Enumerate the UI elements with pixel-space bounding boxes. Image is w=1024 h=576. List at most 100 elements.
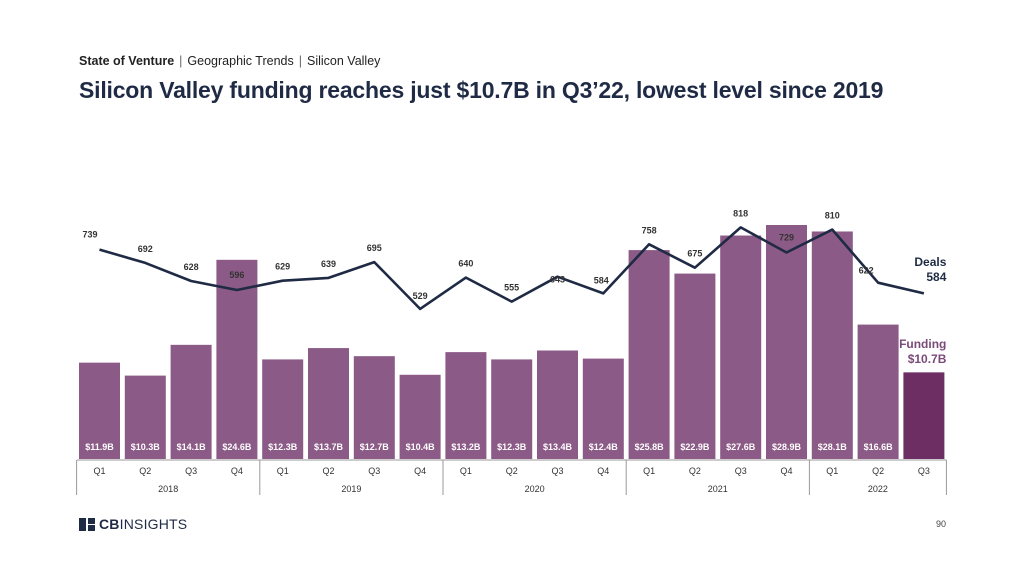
deals-value-label: 695 (367, 243, 382, 253)
quarter-tick-label: Q3 (551, 466, 563, 476)
quarter-tick-label: Q4 (780, 466, 792, 476)
funding-value-label: $25.8B (635, 442, 665, 452)
funding-bar (857, 324, 899, 459)
funding-value-label: $24.6B (222, 442, 252, 452)
funding-bar (537, 350, 578, 459)
deals-value-label: 758 (642, 225, 657, 235)
quarter-tick-label: Q3 (918, 466, 930, 476)
quarter-tick-label: Q2 (872, 466, 884, 476)
deals-line-path (99, 226, 925, 311)
page-title: Silicon Valley funding reaches just $10.… (79, 77, 884, 103)
breadcrumb: State of Venture | Geographic Trends | Silic… (79, 54, 380, 68)
year-label: 2020 (525, 484, 545, 494)
logo-text: CBINSIGHTS (99, 516, 187, 532)
breadcrumb-separator: | (179, 54, 183, 68)
deals-value-label: 739 (82, 230, 97, 240)
funding-value-label: $13.4B (543, 442, 573, 452)
logo-text-bold: CB (99, 516, 120, 532)
funding-bar (399, 374, 441, 459)
breadcrumb-section: State of Venture (79, 54, 175, 68)
deals-value-label: 729 (779, 232, 794, 242)
quarter-tick-label: Q3 (735, 466, 747, 476)
deals-value-label: 628 (184, 262, 199, 272)
deals-value-label: 818 (733, 208, 748, 218)
deals-value-label: 692 (138, 244, 153, 254)
quarter-tick-label: Q1 (460, 466, 472, 476)
funding-bar (353, 356, 395, 459)
funding-bar (674, 273, 716, 459)
funding-value-label: $12.3B (268, 442, 298, 452)
breadcrumb-item: Silicon Valley (306, 54, 381, 68)
funding-bar (582, 358, 624, 459)
funding-bar (720, 235, 762, 459)
funding-value-label: $28.1B (818, 442, 848, 452)
funding-value-label: $12.7B (360, 442, 390, 452)
deals-value-label: 675 (687, 249, 702, 259)
funding-bars (79, 225, 945, 459)
funding-bar (491, 359, 533, 459)
deals-line (99, 226, 925, 311)
quarter-tick-label: Q3 (368, 466, 380, 476)
deals-end-value: 584 (926, 270, 946, 284)
funding-value-label: $14.1B (177, 442, 207, 452)
funding-bar (124, 375, 166, 459)
funding-bar (170, 344, 212, 459)
deals-value-label: 640 (458, 259, 473, 269)
funding-bar (262, 359, 304, 459)
deals-value-label: 629 (275, 262, 290, 272)
deals-value-label: 584 (594, 275, 609, 285)
funding-value-label: $11.9B (85, 442, 114, 452)
chart-labels: $11.9B $10.3B $14.1B $24.6B $12.3B $13.7B $12.… (82, 208, 946, 452)
deals-value-label: 529 (413, 291, 428, 301)
funding-value-label: $27.6B (726, 442, 756, 452)
quarter-tick-label: Q4 (597, 466, 609, 476)
quarter-tick-label: Q2 (689, 466, 701, 476)
year-label: 2018 (158, 484, 178, 494)
funding-bar (628, 250, 670, 459)
funding-bar (79, 362, 120, 459)
deals-value-label: 643 (550, 275, 565, 285)
funding-bar (766, 225, 807, 459)
funding-bar (903, 372, 945, 459)
deals-series-label: Deals (914, 255, 946, 269)
quarter-tick-label: Q4 (414, 466, 426, 476)
funding-value-label: $10.4B (406, 442, 436, 452)
year-label: 2021 (708, 484, 728, 494)
logo-text-light: INSIGHTS (119, 516, 188, 532)
funding-end-value: $10.7B (908, 352, 947, 366)
page-number: 90 (935, 519, 946, 529)
deals-value-label: 596 (229, 270, 244, 280)
deals-value-label: 555 (504, 283, 519, 293)
year-label: 2022 (868, 484, 888, 494)
funding-value-label: $13.2B (451, 442, 481, 452)
breadcrumb-item: Geographic Trends (187, 54, 294, 68)
quarter-tick-label: Q1 (643, 466, 655, 476)
funding-value-label: $10.3B (131, 442, 161, 452)
funding-value-label: $12.3B (497, 442, 527, 452)
funding-bar (308, 348, 349, 459)
year-label: 2019 (341, 484, 361, 494)
breadcrumb-separator: | (298, 54, 302, 68)
funding-value-label: $12.4B (589, 442, 619, 452)
deals-value-label: 622 (859, 266, 874, 276)
funding-bar (445, 352, 487, 459)
funding-value-label: $28.9B (772, 442, 802, 452)
cb-insights-logo-icon (79, 517, 95, 531)
x-axis: Q1 Q2 Q3 Q4 Q1 Q2 Q3 Q4 Q1 Q2 Q3 Q4 Q1 Q2 Q3 Q4 Q1 Q2 Q3 20… (76, 459, 947, 495)
quarter-tick-label: Q1 (93, 466, 105, 476)
funding-value-label: $22.9B (680, 442, 710, 452)
quarter-tick-label: Q2 (506, 466, 518, 476)
quarter-tick-label: Q1 (826, 466, 838, 476)
funding-bar (216, 259, 258, 459)
quarter-tick-label: Q4 (231, 466, 243, 476)
funding-series-label: Funding (899, 337, 946, 351)
cb-insights-logo: CBINSIGHTS (79, 515, 187, 533)
funding-value-label: $13.7B (314, 442, 344, 452)
deals-value-label: 810 (825, 211, 840, 221)
funding-value-label: $16.6B (864, 442, 894, 452)
quarter-tick-label: Q3 (185, 466, 197, 476)
quarter-tick-label: Q2 (139, 466, 151, 476)
funding-bar (811, 231, 853, 459)
deals-value-label: 639 (321, 259, 336, 269)
